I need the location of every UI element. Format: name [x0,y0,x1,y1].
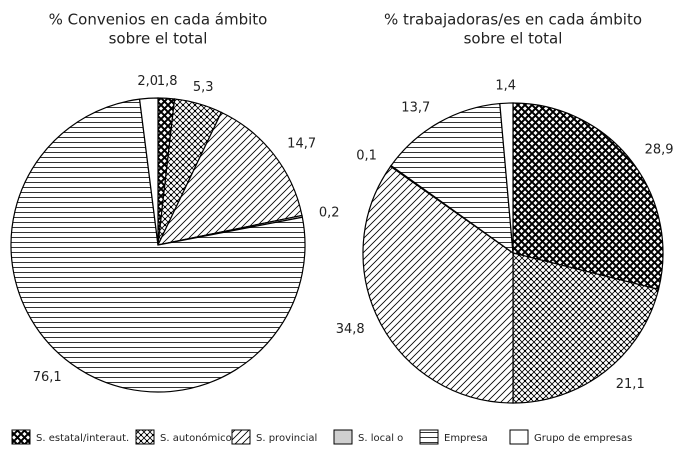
data-label: 28,9 [645,143,674,158]
data-label: 5,3 [193,80,214,95]
data-label: 0,2 [319,206,340,221]
legend-swatch [231,429,251,445]
pie-slice [499,102,514,254]
legend-swatch [135,429,155,445]
pie-slice [390,102,514,255]
legend-label: S. autonómico [160,432,232,444]
data-label: 13,7 [401,100,430,115]
chart-title: sobre el total [464,30,563,48]
pie-slice [362,165,514,404]
chart-title: % trabajadoras/es en cada ámbito [384,11,642,29]
pie-slice [10,98,306,393]
legend-label: S. local o [358,433,403,444]
data-label: 21,1 [616,377,645,392]
pie-slice [138,97,159,246]
data-label: 34,8 [336,322,365,337]
chart-title: sobre el total [109,30,208,48]
legend-label: S. estatal/interaut. [36,433,129,444]
legend-label: Empresa [444,433,488,444]
legend-swatch [509,429,529,445]
pie-slice [156,111,303,246]
data-label: 76,1 [33,370,62,385]
legend-label: S. provincial [256,433,317,444]
data-label: 0,1 [356,149,377,164]
chart-title: % Convenios en cada ámbito [49,11,268,29]
data-label: 14,7 [287,136,316,151]
pie-slice [512,252,660,404]
data-label: 2,0 [137,74,158,89]
legend-label: Grupo de empresas [534,433,632,444]
data-label: 1,8 [157,74,178,89]
legend-swatch [11,429,31,445]
data-label: 1,4 [495,79,516,94]
pie-slice [512,102,664,291]
legend-swatch [333,429,353,445]
legend-swatch [419,429,439,445]
